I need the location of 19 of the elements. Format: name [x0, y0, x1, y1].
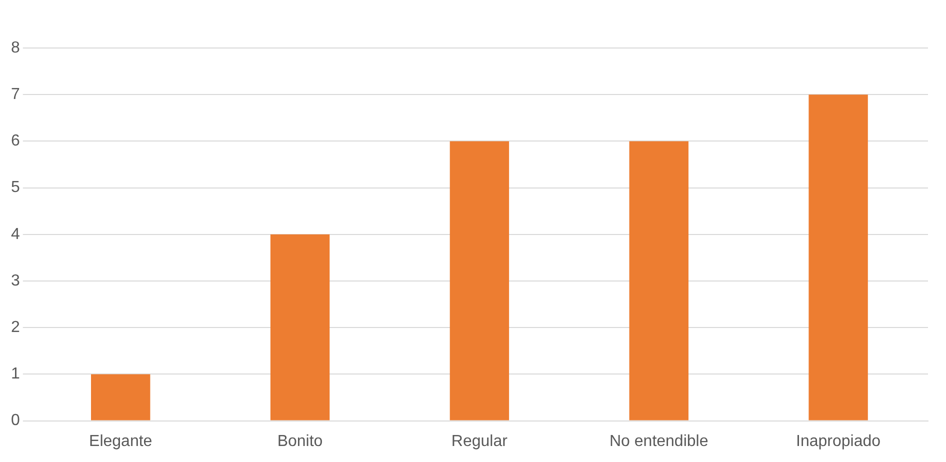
x-tick-label: Elegante — [89, 432, 152, 450]
y-tick-label: 3 — [10, 272, 20, 290]
bar — [270, 234, 330, 420]
y-tick-label: 4 — [10, 226, 20, 243]
x-tick-label: Bonito — [277, 432, 323, 450]
bar — [91, 374, 150, 420]
y-tick-label: 7 — [10, 86, 20, 104]
bar — [629, 141, 688, 420]
x-tick-label: Regular — [451, 432, 508, 450]
y-tick-label: 1 — [10, 366, 20, 383]
y-tick-label: 6 — [10, 132, 20, 150]
bar — [450, 141, 510, 420]
y-tick-label: 2 — [10, 319, 20, 336]
x-tick-label: Inapropiado — [796, 432, 881, 450]
bar — [808, 94, 868, 420]
y-tick-label: 0 — [10, 412, 20, 430]
y-tick-label: 5 — [10, 179, 20, 196]
y-tick-label: 8 — [10, 39, 20, 56]
x-tick-label: No entendible — [609, 432, 708, 450]
